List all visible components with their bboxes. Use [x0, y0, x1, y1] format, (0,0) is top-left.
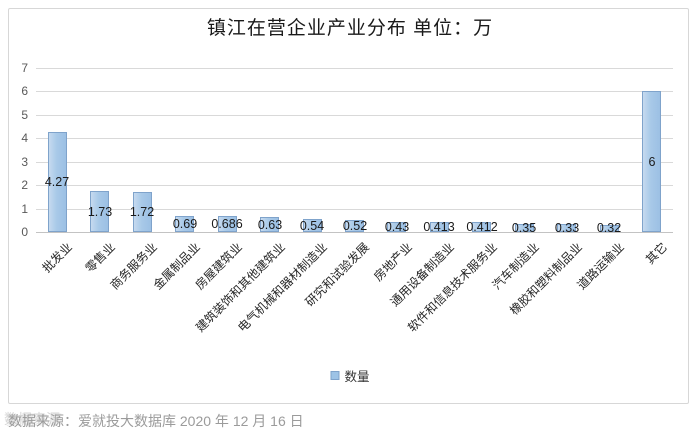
- legend-label: 数量: [344, 370, 370, 384]
- chart-title: 镇江在营企业产业分布 单位：万: [206, 18, 494, 39]
- source-watermark: 数据来源: [4, 411, 60, 427]
- source-caption: 数据来源：爱就投大数据库 2020 年 12 月 16 日: [8, 413, 304, 429]
- legend: 数量: [330, 366, 370, 385]
- chart-card: [8, 8, 689, 404]
- legend-swatch-icon: [330, 371, 340, 380]
